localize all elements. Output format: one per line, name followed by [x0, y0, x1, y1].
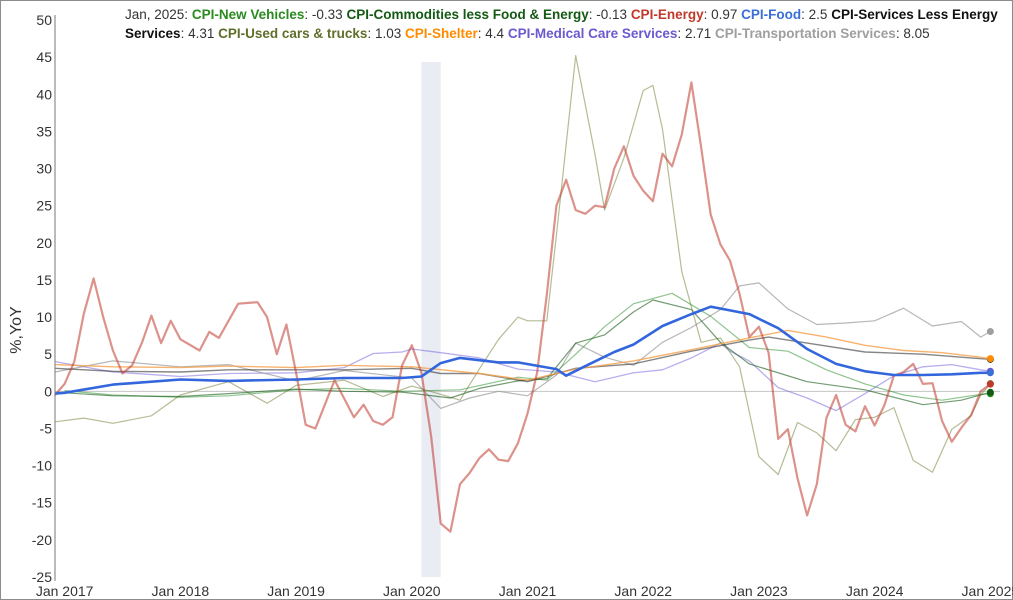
legend-series-value: 1.03 — [374, 26, 402, 41]
legend-entry: CPI-New Vehicles: -0.33 — [191, 7, 343, 22]
y-tick-label: -15 — [32, 495, 52, 511]
y-tick-label: 45 — [36, 49, 52, 65]
y-tick-label: 25 — [36, 198, 52, 214]
legend-entry: CPI-Transportation Services: 8.05 — [715, 26, 930, 41]
legend-entry: CPI-Used cars & trucks: 1.03 — [218, 26, 402, 41]
series-line-8 — [54, 342, 991, 412]
legend-entry: CPI-Energy: 0.97 — [630, 7, 738, 22]
y-tick-label: 5 — [44, 346, 52, 362]
x-tick-label: Jan 2020 — [383, 583, 441, 599]
x-tick-label: Jan 2025 — [962, 583, 1013, 599]
y-tick-label: 40 — [36, 86, 52, 102]
y-tick-label: 20 — [36, 235, 52, 251]
legend-tooltip: Jan, 2025: CPI-New Vehicles: -0.33 CPI-C… — [125, 5, 1005, 43]
legend-series-name: CPI-Energy — [630, 7, 704, 22]
legend-series-value: -0.13 — [596, 7, 628, 22]
x-tick-label: Jan 2018 — [152, 583, 210, 599]
series-end-marker-4 — [986, 369, 994, 377]
legend-series-name: CPI-Food — [741, 7, 802, 22]
legend-series-value: 4.4 — [485, 26, 505, 41]
y-tick-label: -10 — [32, 458, 52, 474]
y-tick-label: -25 — [32, 569, 52, 585]
x-tick-label: Jan 2022 — [614, 583, 672, 599]
legend-series-name: CPI-Medical Care Services — [507, 26, 678, 41]
legend-series-value: 2.71 — [684, 26, 712, 41]
series-line-6 — [54, 55, 991, 476]
recession-band — [421, 62, 441, 577]
x-tick-label: Jan 2024 — [846, 583, 904, 599]
legend-entry: CPI-Medical Care Services: 2.71 — [507, 26, 712, 41]
legend-series-value: 2.5 — [808, 7, 828, 22]
x-tick-label: Jan 2021 — [499, 583, 557, 599]
series-end-marker-7 — [986, 355, 994, 363]
y-tick-label: 30 — [36, 161, 52, 177]
legend-series-value: 8.05 — [903, 26, 930, 41]
y-tick-label: -20 — [32, 532, 52, 548]
series-line-3 — [54, 81, 992, 533]
y-tick-label: 10 — [36, 309, 52, 325]
x-tick-label: Jan 2023 — [730, 583, 788, 599]
legend-series-name: CPI-Services Less Energy Services — [125, 7, 998, 41]
legend-series-value: 0.97 — [711, 7, 738, 22]
y-tick-label: 15 — [36, 272, 52, 288]
legend-entry: CPI-Shelter: 4.4 — [405, 26, 505, 41]
legend-entry: CPI-Commodities less Food & Energy: -0.1… — [346, 7, 628, 22]
series-line-2 — [64, 299, 991, 406]
y-axis-label: %,YoY — [8, 306, 25, 354]
legend-series-name: CPI-Commodities less Food & Energy — [346, 7, 589, 22]
series-end-marker-9 — [986, 328, 994, 336]
series-line-1 — [64, 292, 991, 401]
series-end-marker-3 — [986, 380, 994, 388]
y-tick-label: -5 — [40, 420, 53, 436]
legend-date: Jan, 2025: — [125, 7, 189, 22]
legend-entry: CPI-Food: 2.5 — [741, 7, 828, 22]
x-tick-label: Jan 2019 — [267, 583, 325, 599]
series-line-7 — [54, 329, 991, 381]
legend-series-name: CPI-New Vehicles — [191, 7, 305, 22]
x-tick-label: Jan 2017 — [36, 583, 94, 599]
legend-entry: CPI-Services Less Energy Services: 4.31 — [125, 7, 998, 41]
legend-series-value: 4.31 — [188, 26, 215, 41]
legend-series-value: -0.33 — [311, 7, 343, 22]
series-end-marker-2 — [986, 388, 994, 396]
y-tick-label: 0 — [44, 383, 52, 399]
legend-series-name: CPI-Transportation Services — [715, 26, 896, 41]
y-tick-label: 50 — [36, 12, 52, 28]
series-line-9 — [54, 282, 991, 409]
legend-entries: CPI-New Vehicles: -0.33 CPI-Commodities … — [125, 7, 998, 41]
legend-series-name: CPI-Used cars & trucks — [218, 26, 368, 41]
series-line-4 — [54, 305, 991, 395]
legend-series-name: CPI-Shelter — [405, 26, 478, 41]
y-tick-label: 35 — [36, 123, 52, 139]
